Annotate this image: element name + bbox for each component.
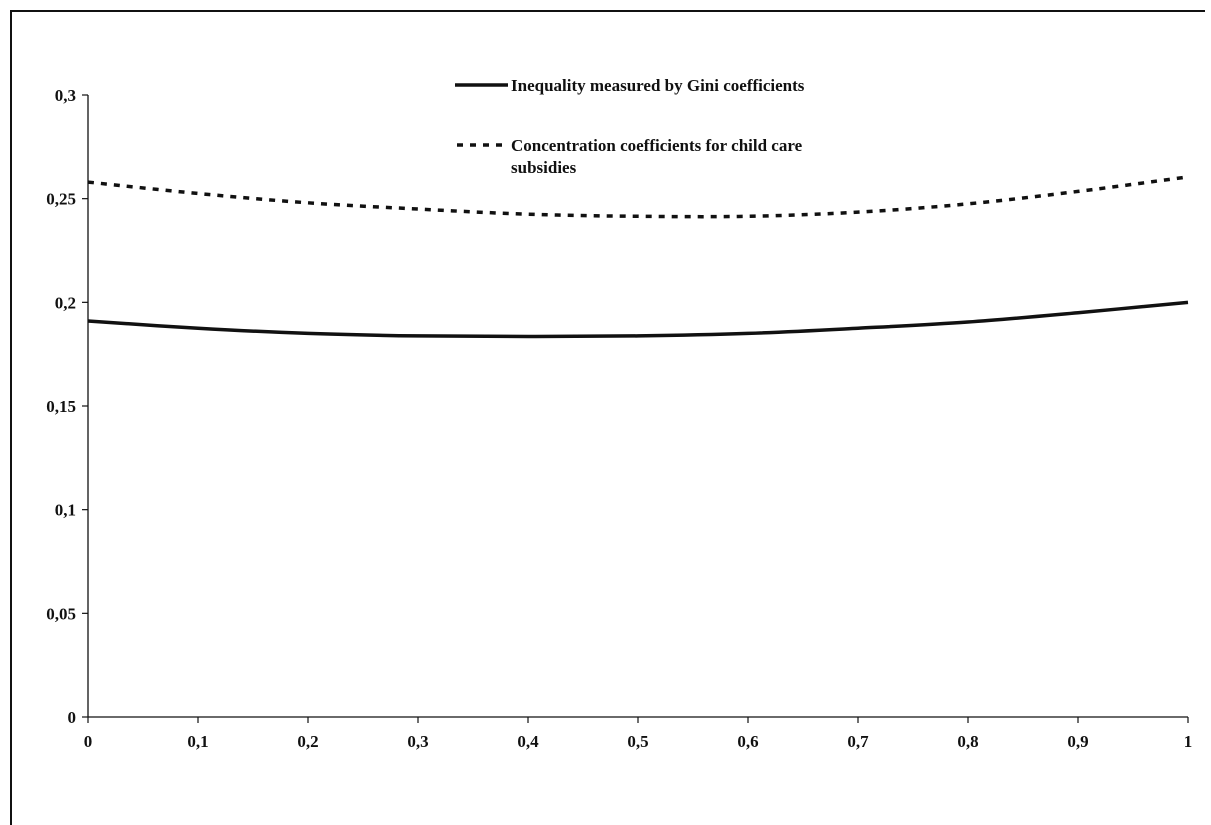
y-tick-label: 0,1	[55, 501, 76, 520]
x-tick-label: 0,6	[737, 732, 758, 751]
legend: Inequality measured by Gini coefficients…	[455, 76, 805, 177]
legend-label-concentration-line1: Concentration coefficients for child car…	[511, 136, 803, 155]
x-tick-label: 0,3	[407, 732, 428, 751]
series-line-gini	[87, 300, 1189, 339]
x-tick-label: 0,1	[187, 732, 208, 751]
legend-label-gini: Inequality measured by Gini coefficients	[511, 76, 805, 95]
x-tick-label: 0,4	[517, 732, 539, 751]
y-tick-label: 0	[68, 708, 77, 727]
ticks: 0 0,05 0,1 0,15 0,2 0,25 0,3 0 0,1 0,2 0,3 0,4 0,5 0,…	[46, 86, 1192, 751]
y-tick-label: 0,2	[55, 293, 76, 312]
y-tick-label: 0,05	[46, 604, 76, 623]
series-layer	[87, 175, 1189, 339]
y-tick-label: 0,15	[46, 397, 76, 416]
legend-label-concentration-line2: subsidies	[511, 158, 577, 177]
x-tick-label: 0,2	[297, 732, 318, 751]
x-tick-label: 0,5	[627, 732, 648, 751]
x-tick-label: 0	[84, 732, 93, 751]
y-tick-label: 0,3	[55, 86, 76, 105]
x-tick-label: 0,7	[847, 732, 869, 751]
x-tick-label: 0,8	[957, 732, 978, 751]
axes	[87, 95, 1188, 718]
x-tick-label: 0,9	[1067, 732, 1088, 751]
x-tick-label: 1	[1184, 732, 1193, 751]
chart-frame	[10, 10, 1205, 825]
series-line-concentration	[87, 175, 1189, 219]
y-tick-label: 0,25	[46, 190, 76, 209]
